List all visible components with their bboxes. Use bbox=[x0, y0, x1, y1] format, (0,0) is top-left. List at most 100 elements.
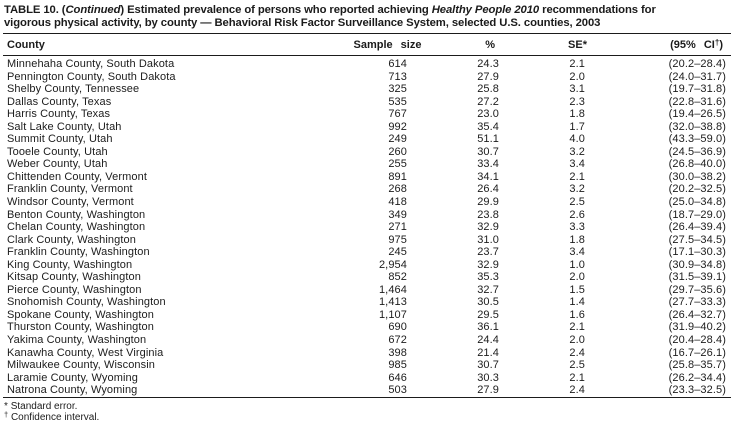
cell-percent: 30.5 bbox=[477, 296, 499, 309]
cell-se: 2.3 bbox=[569, 95, 585, 108]
cell-percent: 30.7 bbox=[477, 145, 499, 158]
table-row: Pennington County, South Dakota 713 27.9 2.… bbox=[3, 71, 731, 84]
cell-sample-size: 767 bbox=[388, 108, 407, 121]
cell-sample-size: 985 bbox=[388, 359, 407, 372]
cell-ci: (26.4–39.4) bbox=[668, 221, 726, 234]
cell-county: Kitsap County, Washington bbox=[7, 271, 141, 284]
cell-sample-size: 398 bbox=[388, 346, 407, 359]
cell-county: Tooele County, Utah bbox=[7, 145, 108, 158]
cell-se: 3.2 bbox=[569, 145, 585, 158]
cell-sample-size: 260 bbox=[388, 145, 407, 158]
cell-county: Pennington County, South Dakota bbox=[7, 70, 176, 83]
cell-percent: 26.4 bbox=[477, 183, 499, 196]
cell-se: 2.0 bbox=[569, 334, 585, 347]
cell-sample-size: 249 bbox=[388, 133, 407, 146]
cell-se: 1.8 bbox=[569, 233, 585, 246]
cell-se: 4.0 bbox=[569, 133, 585, 146]
cell-ci: (26.2–34.4) bbox=[668, 371, 726, 384]
cell-se: 2.1 bbox=[569, 58, 585, 70]
cell-ci: (30.0–38.2) bbox=[668, 170, 726, 183]
cell-ci: (20.2–28.4) bbox=[668, 58, 726, 70]
cell-percent: 21.4 bbox=[477, 346, 499, 359]
cell-sample-size: 891 bbox=[388, 170, 407, 183]
table-row: Windsor County, Vermont 418 29.9 2.5 (25.0–3… bbox=[3, 196, 731, 209]
cell-sample-size: 1,107 bbox=[378, 308, 407, 321]
table-title-text-2: recommendations for bbox=[539, 4, 656, 16]
cell-percent: 27.9 bbox=[477, 384, 499, 397]
cell-se: 1.8 bbox=[569, 108, 585, 121]
cell-se: 1.0 bbox=[569, 258, 585, 271]
table-row: Harris County, Texas 767 23.0 1.8 (19.4–26.5… bbox=[3, 108, 731, 121]
cell-county: Milwaukee County, Wisconsin bbox=[7, 359, 155, 372]
cell-percent: 32.9 bbox=[477, 221, 499, 234]
cell-percent: 23.7 bbox=[477, 246, 499, 259]
cell-ci: (19.4–26.5) bbox=[668, 108, 726, 121]
cell-ci: (18.7–29.0) bbox=[668, 208, 726, 221]
col-header-ci: (95% CI†) bbox=[595, 33, 731, 56]
cell-percent: 31.0 bbox=[477, 233, 499, 246]
cell-county: Chelan County, Washington bbox=[7, 221, 146, 234]
cell-percent: 36.1 bbox=[477, 321, 499, 334]
cell-county: Franklin County, Washington bbox=[7, 246, 150, 259]
col-header-se: SE* bbox=[505, 33, 595, 56]
cell-sample-size: 1,413 bbox=[378, 296, 407, 309]
footnotes: * Standard error. † Confidence interval. bbox=[4, 401, 731, 424]
cell-ci: (24.0–31.7) bbox=[668, 70, 726, 83]
table-row: Laramie County, Wyoming 646 30.3 2.1 (26.2–3… bbox=[3, 372, 731, 385]
table-row: Weber County, Utah 255 33.4 3.4 (26.8–40.0) bbox=[3, 158, 731, 171]
cell-percent: 35.3 bbox=[477, 271, 499, 284]
cell-sample-size: 614 bbox=[388, 58, 407, 70]
cell-percent: 32.9 bbox=[477, 258, 499, 271]
cell-county: Chittenden County, Vermont bbox=[7, 170, 147, 183]
cell-sample-size: 535 bbox=[388, 95, 407, 108]
col-header-sample-size: Sample size bbox=[340, 33, 455, 56]
cell-ci: (29.7–35.6) bbox=[668, 283, 726, 296]
cell-county: Franklin County, Vermont bbox=[7, 183, 133, 196]
cell-sample-size: 690 bbox=[388, 321, 407, 334]
cell-county: Minnehaha County, South Dakota bbox=[7, 58, 175, 70]
table-row: Tooele County, Utah 260 30.7 3.2 (24.5–36.9) bbox=[3, 146, 731, 159]
cell-se: 1.5 bbox=[569, 283, 585, 296]
cell-percent: 24.3 bbox=[477, 58, 499, 70]
cell-se: 1.7 bbox=[569, 120, 585, 133]
cell-percent: 25.8 bbox=[477, 83, 499, 96]
footnote-standard-error: * Standard error. bbox=[4, 401, 731, 413]
cell-ci: (32.0–38.8) bbox=[668, 120, 726, 133]
cell-sample-size: 271 bbox=[388, 221, 407, 234]
cell-percent: 35.4 bbox=[477, 120, 499, 133]
cell-percent: 34.1 bbox=[477, 170, 499, 183]
cell-county: King County, Washington bbox=[7, 258, 133, 271]
cell-percent: 23.8 bbox=[477, 208, 499, 221]
cell-sample-size: 349 bbox=[388, 208, 407, 221]
footnote-standard-error-text: Standard error. bbox=[10, 400, 78, 412]
table-row: Yakima County, Washington 672 24.4 2.0 (20.4… bbox=[3, 334, 731, 347]
table-title-continued: Continued bbox=[65, 4, 121, 16]
cell-percent: 29.5 bbox=[477, 308, 499, 321]
cell-percent: 30.7 bbox=[477, 359, 499, 372]
cell-ci: (27.5–34.5) bbox=[668, 233, 726, 246]
cell-ci: (23.3–32.5) bbox=[668, 384, 726, 397]
cell-percent: 24.4 bbox=[477, 334, 499, 347]
table-row: Kanawha County, West Virginia 398 21.4 2.4 (… bbox=[3, 347, 731, 360]
table-row: Benton County, Washington 349 23.8 2.6 (18.7… bbox=[3, 209, 731, 222]
cell-sample-size: 503 bbox=[388, 384, 407, 397]
table-row: King County, Washington 2,954 32.9 1.0 (30.9… bbox=[3, 259, 731, 272]
cell-se: 1.6 bbox=[569, 308, 585, 321]
dagger-symbol: † bbox=[714, 37, 720, 47]
cell-county: Kanawha County, West Virginia bbox=[7, 346, 164, 359]
table-header-row: County Sample size % SE* (95% CI†) bbox=[3, 33, 731, 56]
cell-sample-size: 852 bbox=[388, 271, 407, 284]
table-row: Clark County, Washington 975 31.0 1.8 (27.5–… bbox=[3, 234, 731, 247]
cell-ci: (19.7–31.8) bbox=[668, 83, 726, 96]
cell-percent: 30.3 bbox=[477, 371, 499, 384]
cell-se: 2.4 bbox=[569, 384, 585, 397]
cell-county: Snohomish County, Washington bbox=[7, 296, 166, 309]
cell-county: Thurston County, Washington bbox=[7, 321, 154, 334]
cell-se: 1.4 bbox=[569, 296, 585, 309]
asterisk-symbol: * bbox=[4, 400, 8, 412]
cell-county: Summit County, Utah bbox=[7, 133, 113, 146]
cell-se: 2.1 bbox=[569, 321, 585, 334]
cell-sample-size: 672 bbox=[388, 334, 407, 347]
cell-percent: 29.9 bbox=[477, 196, 499, 209]
